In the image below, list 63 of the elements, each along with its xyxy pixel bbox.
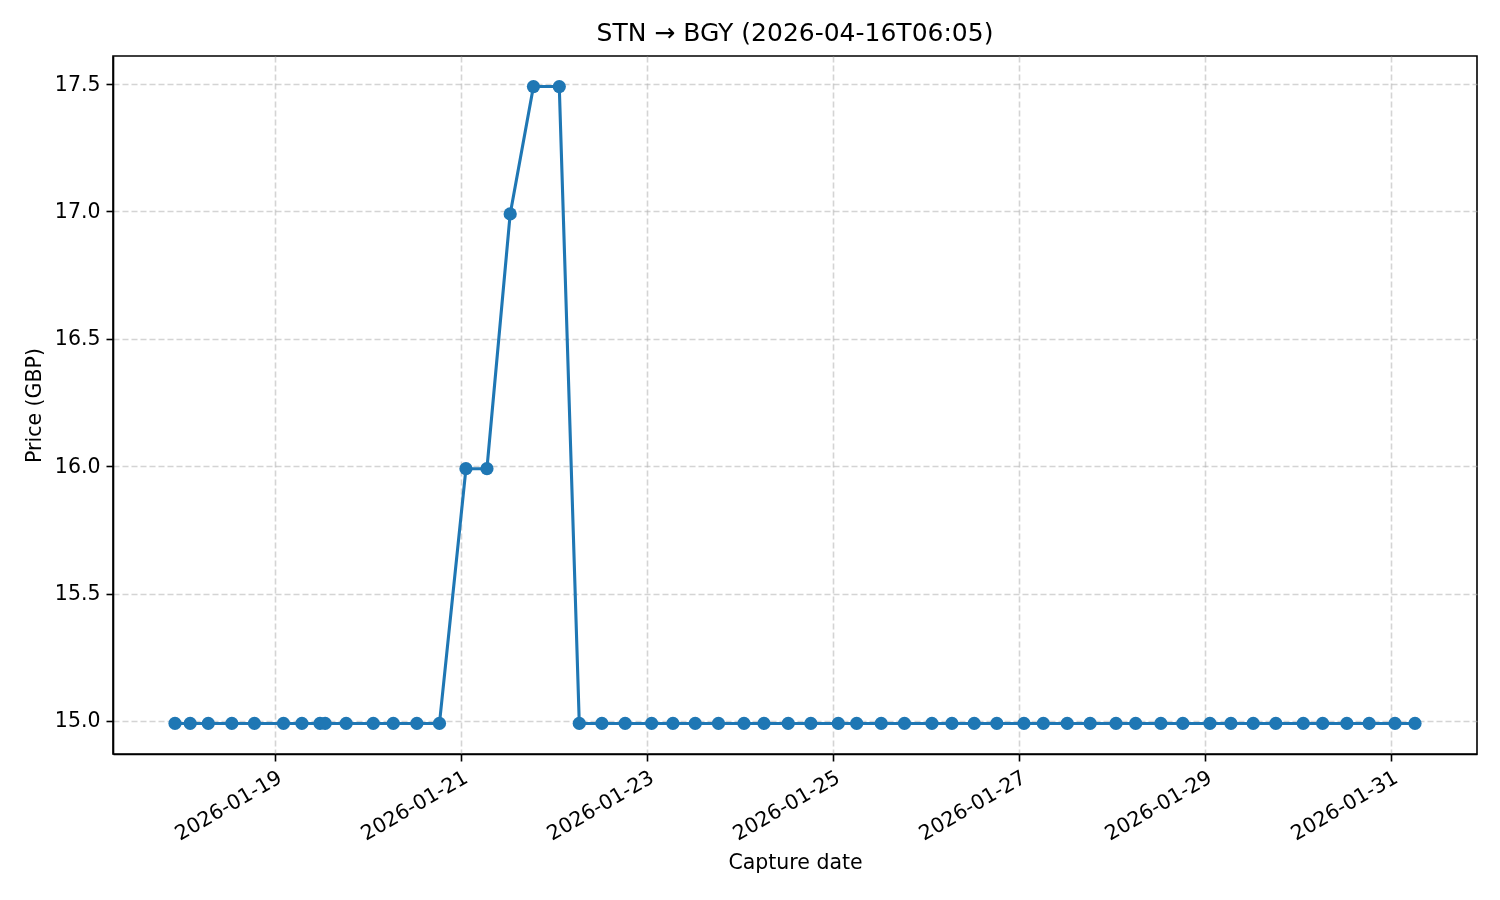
point: [168, 716, 182, 731]
point: [831, 716, 845, 731]
point: [990, 716, 1004, 731]
point: [386, 716, 400, 731]
point: [1246, 716, 1260, 731]
point: [526, 79, 541, 94]
y-axis-title: Price (GBP): [21, 348, 46, 463]
point: [1340, 716, 1354, 731]
point: [645, 716, 659, 731]
y-tick-label: 17.0: [54, 198, 101, 223]
point: [711, 716, 726, 731]
point: [1017, 716, 1031, 731]
point: [945, 716, 959, 731]
point: [874, 716, 888, 731]
point: [572, 716, 586, 731]
point: [737, 716, 751, 731]
chart-title: STN → BGY (2026-04-16T06:05): [596, 18, 994, 47]
point: [1362, 716, 1376, 731]
point: [1036, 716, 1050, 731]
y-tick-label: 16.5: [54, 326, 101, 351]
point: [339, 716, 353, 731]
point: [897, 716, 912, 731]
point: [1083, 716, 1097, 731]
y-tick-label: 16.0: [54, 453, 101, 478]
point: [552, 79, 566, 94]
point: [295, 716, 309, 731]
point: [804, 716, 818, 731]
point: [366, 716, 380, 731]
y-tick-label: 17.5: [54, 71, 101, 96]
point: [688, 716, 702, 731]
point: [1408, 716, 1422, 731]
point: [1296, 716, 1310, 731]
point: [1388, 716, 1402, 731]
y-tick-label: 15.0: [54, 708, 101, 733]
point: [201, 716, 215, 731]
point: [1269, 716, 1283, 731]
point: [1224, 716, 1238, 731]
point: [1176, 716, 1190, 731]
point: [432, 716, 447, 731]
point: [410, 716, 424, 731]
point: [850, 716, 864, 731]
y-tick-label: 15.5: [54, 581, 101, 606]
point: [247, 716, 262, 731]
point: [666, 716, 680, 731]
point: [618, 716, 632, 731]
point: [1203, 716, 1217, 731]
point: [1316, 716, 1330, 731]
point: [480, 462, 494, 476]
point: [595, 716, 609, 731]
point: [925, 716, 939, 731]
point: [1129, 716, 1143, 731]
point: [183, 716, 197, 731]
point: [225, 716, 239, 731]
point: [1109, 716, 1123, 731]
point: [757, 716, 771, 731]
point: [459, 462, 473, 476]
point: [1060, 716, 1074, 731]
x-axis-title: Capture date: [728, 849, 863, 874]
point: [276, 716, 291, 731]
point: [781, 716, 795, 731]
point: [1154, 716, 1168, 731]
point: [967, 716, 981, 731]
point: [503, 207, 517, 221]
